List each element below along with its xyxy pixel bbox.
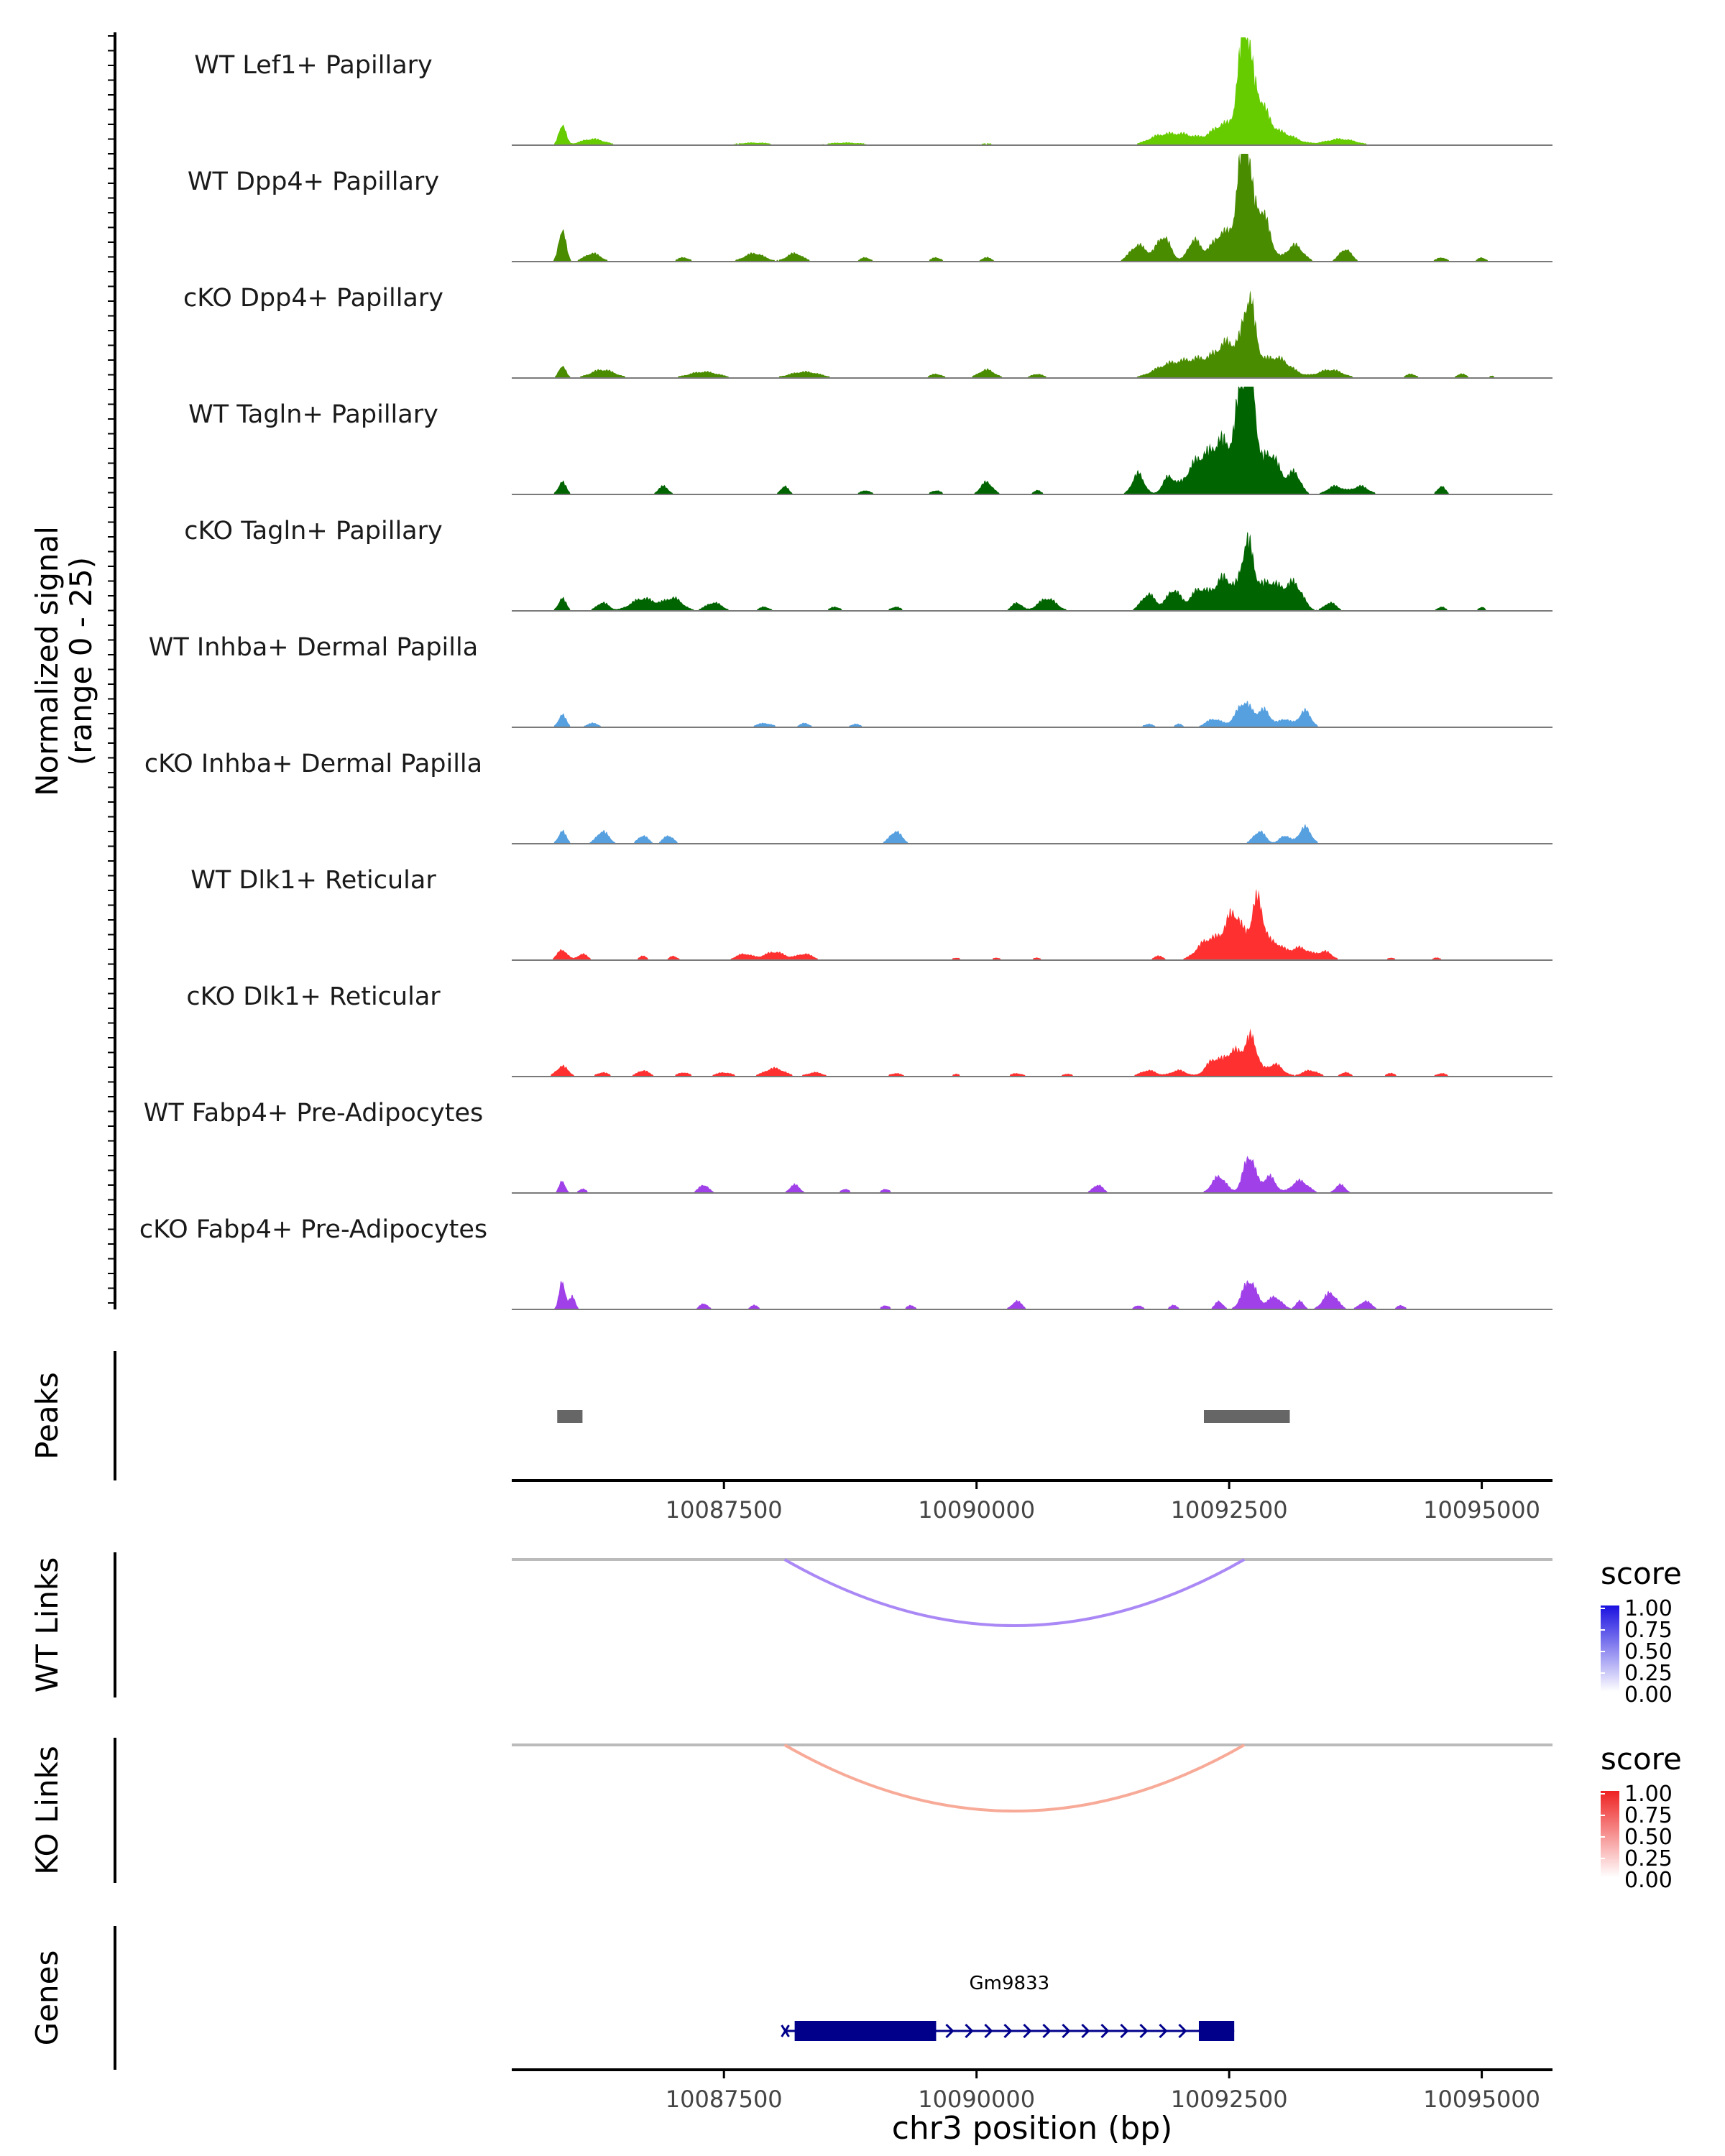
- strand-arrow: [1062, 2023, 1071, 2039]
- strand-arrow: [1023, 2023, 1032, 2039]
- ko-links-label: KO Links: [29, 1746, 65, 1875]
- coverage-track: WT Dpp4+ Papillary: [188, 154, 1552, 262]
- track-label: WT Lef1+ Papillary: [194, 51, 433, 80]
- x-tick-label: 10090000: [918, 1496, 1035, 1524]
- coverage-ylabel-line2: (range 0 - 25): [63, 557, 98, 765]
- gene-model: [781, 2021, 1235, 2041]
- x-tick-label: 10090000: [918, 2086, 1035, 2113]
- coverage-area: [547, 1028, 1455, 1077]
- coverage-tracks: WT Lef1+ Papillary WT Dpp4+ Papillary cKO …: [139, 37, 1552, 1310]
- legend-tick-label: 1.00: [1624, 1782, 1673, 1807]
- coverage-track: cKO Tagln+ Papillary: [184, 517, 1552, 612]
- genes-x-axis-ticks: 10087500 10090000 10092500 10095000: [666, 2070, 1540, 2113]
- wt-link-arc: [783, 1558, 1246, 1627]
- coverage-track: cKO Inhba+ Dermal Papilla: [144, 750, 1552, 844]
- x-tick-label: 10087500: [666, 1496, 783, 1524]
- peaks-x-axis-ticks: 10087500 10090000 10092500 10095000: [666, 1480, 1540, 1524]
- track-label: cKO Inhba+ Dermal Papilla: [144, 750, 482, 778]
- track-label: WT Dlk1+ Reticular: [190, 866, 436, 895]
- strand-arrow: [984, 2023, 993, 2039]
- legend-tick-label: 0.50: [1624, 1639, 1673, 1664]
- track-label: WT Dpp4+ Papillary: [188, 167, 439, 196]
- strand-arrow: [1081, 2023, 1090, 2039]
- track-label: cKO Dpp4+ Papillary: [183, 284, 443, 313]
- x-axis-title: chr3 position (bp): [892, 2110, 1173, 2147]
- peak-region: [1203, 1410, 1290, 1423]
- peak-region: [557, 1410, 583, 1423]
- ko-link-arc: [783, 1743, 1246, 1812]
- track-label: cKO Tagln+ Papillary: [184, 517, 443, 545]
- peaks-panel: Peaks 10087500 10090000 10092500 10095000: [29, 1351, 1552, 1524]
- strand-arrow: [1120, 2023, 1129, 2039]
- coverage-area: [553, 1156, 1354, 1193]
- strand-arrow: [1178, 2023, 1187, 2039]
- coverage-area: [553, 1280, 1412, 1309]
- strand-arrow: [1100, 2023, 1110, 2039]
- gene-name-label: Gm9833: [970, 1973, 1050, 1994]
- ko-legend-title: score: [1601, 1741, 1682, 1777]
- legend-tick-label: 0.75: [1624, 1618, 1673, 1643]
- x-tick-label: 10087500: [666, 2086, 783, 2113]
- track-label: WT Fabp4+ Pre-Adipocytes: [144, 1099, 483, 1128]
- track-label: WT Inhba+ Dermal Papilla: [149, 633, 478, 662]
- ko-legend-colorbar: [1601, 1791, 1619, 1877]
- coverage-area: [552, 154, 1494, 262]
- strand-arrow: [1159, 2023, 1168, 2039]
- coverage-track: WT Lef1+ Papillary: [194, 37, 1552, 146]
- x-tick-label: 10092500: [1171, 1496, 1288, 1524]
- strand-arrow: [1139, 2023, 1149, 2039]
- coverage-track: WT Tagln+ Papillary: [188, 387, 1552, 495]
- track-label: cKO Dlk1+ Reticular: [186, 982, 441, 1011]
- peak-regions: [557, 1410, 1290, 1423]
- x-tick-label: 10095000: [1423, 2086, 1540, 2113]
- coverage-area: [551, 532, 1491, 611]
- strand-arrow: [945, 2023, 954, 2039]
- strand-arrow: [965, 2023, 974, 2039]
- wt-legend-title: score: [1601, 1556, 1682, 1591]
- coverage-track: cKO Fabp4+ Pre-Adipocytes: [139, 1215, 1552, 1310]
- coverage-track: WT Fabp4+ Pre-Adipocytes: [144, 1099, 1552, 1194]
- wt-legend-ticks: 1.000.750.500.250.00: [1601, 1596, 1673, 1708]
- coverage-track: cKO Dlk1+ Reticular: [186, 982, 1552, 1077]
- wt-links-panel: WT Links score 1.000.750.500.250.00: [29, 1552, 1682, 1708]
- legend-tick-label: 0.25: [1624, 1661, 1673, 1686]
- legend-tick-label: 0.00: [1624, 1868, 1673, 1893]
- gene-exon: [794, 2021, 937, 2041]
- legend-tick-label: 0.00: [1624, 1682, 1673, 1708]
- coverage-area: [549, 889, 1494, 960]
- coverage-track: WT Inhba+ Dermal Papilla: [149, 633, 1552, 728]
- legend-tick-label: 0.25: [1624, 1846, 1673, 1871]
- wt-links-label: WT Links: [29, 1557, 65, 1692]
- legend-tick-label: 0.50: [1624, 1825, 1673, 1850]
- x-tick-label: 10092500: [1171, 2086, 1288, 2113]
- coverage-y-ticks: [108, 35, 115, 1304]
- coverage-area: [551, 387, 1453, 494]
- coverage-panel: Normalized signal (range 0 - 25) WT Lef1…: [29, 32, 1552, 1310]
- legend-tick-label: 1.00: [1624, 1596, 1673, 1621]
- genes-label: Genes: [29, 1950, 65, 2046]
- coverage-area: [551, 700, 1494, 727]
- gene-exon: [1198, 2021, 1235, 2041]
- wt-legend-colorbar: [1601, 1606, 1619, 1692]
- ko-links-panel: KO Links score 1.000.750.500.250.00: [29, 1738, 1682, 1893]
- coverage-track: WT Dlk1+ Reticular: [190, 866, 1552, 961]
- ko-legend-ticks: 1.000.750.500.250.00: [1601, 1782, 1673, 1893]
- x-tick-label: 10095000: [1423, 1496, 1540, 1524]
- coverage-ylabel-line1: Normalized signal: [29, 526, 65, 796]
- coverage-track: cKO Dpp4+ Papillary: [183, 284, 1552, 379]
- genes-panel: Genes Gm9833 10087500 10090000 10092500 100…: [29, 1926, 1552, 2147]
- legend-tick-label: 0.75: [1624, 1803, 1673, 1828]
- peaks-label: Peaks: [29, 1372, 65, 1460]
- track-label: cKO Fabp4+ Pre-Adipocytes: [139, 1215, 487, 1244]
- strand-arrow: [1003, 2023, 1013, 2039]
- strand-arrow: [1042, 2023, 1052, 2039]
- track-label: WT Tagln+ Papillary: [188, 400, 438, 429]
- gene-start-mark: [781, 2024, 790, 2037]
